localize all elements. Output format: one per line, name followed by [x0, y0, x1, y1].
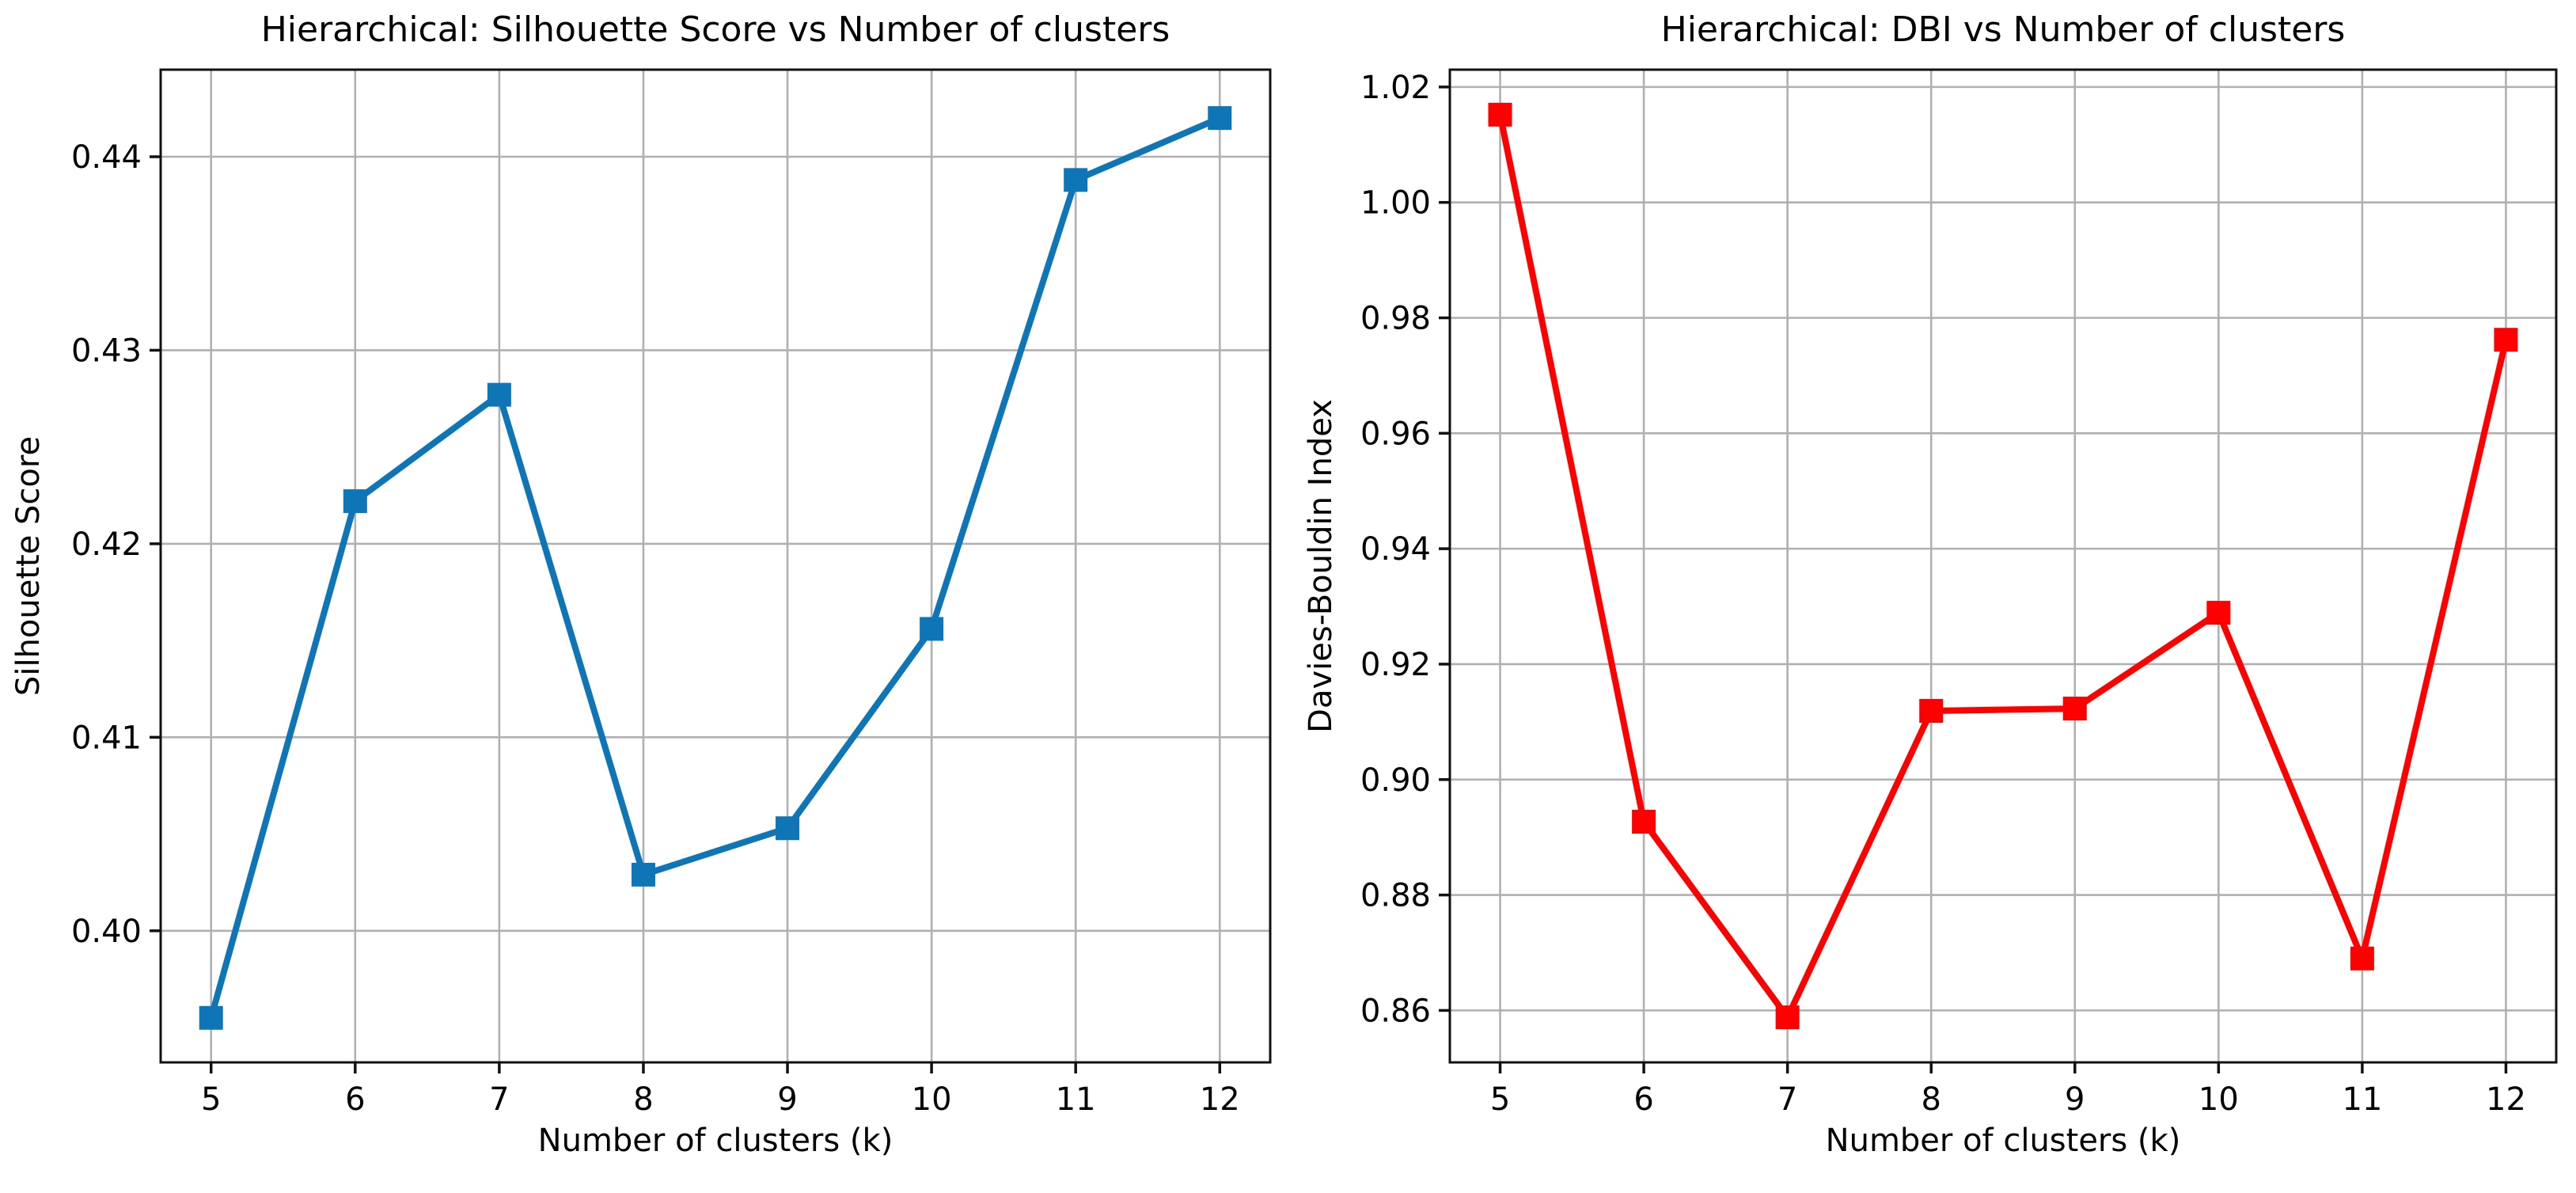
- y-tick-label: 0.94: [1360, 531, 1431, 568]
- plot-border: [1448, 68, 2558, 1064]
- data-point-marker: [2350, 946, 2374, 971]
- x-tick-label: 11: [1056, 1081, 1096, 1118]
- data-point-marker: [1064, 168, 1088, 192]
- y-tick-label: 0.90: [1360, 762, 1431, 799]
- y-tick-label: 0.88: [1360, 878, 1431, 914]
- x-tick-label: 7: [489, 1081, 509, 1118]
- y-axis-ticks: 0.86 0.88 0.90 0.92 0.94 0.96 0.98 1.00 1.02: [1360, 70, 1450, 1029]
- x-tick-label: 5: [201, 1081, 221, 1118]
- data-point-marker: [776, 816, 800, 841]
- data-point-marker: [343, 489, 367, 514]
- y-tick-label: 0.98: [1360, 301, 1431, 337]
- x-tick-label: 9: [2065, 1081, 2085, 1118]
- gridlines: [161, 70, 1270, 1062]
- dbi-plot-area: 5 6 7 8 9 10 11 12 0.86 0.88 0.90 0.92 0.94 0.96 0.98 1…: [1360, 68, 2558, 1118]
- dbi-chart: 5 6 7 8 9 10 11 12 0.86 0.88 0.90 0.92 0.94 0.96 0.98 1…: [1288, 0, 2576, 1193]
- y-tick-label: 0.44: [71, 139, 142, 176]
- x-tick-label: 12: [1200, 1081, 1240, 1118]
- y-tick-label: 0.92: [1360, 647, 1431, 683]
- data-point-marker: [2494, 328, 2518, 352]
- data-point-marker: [1208, 106, 1232, 131]
- silhouette-plot-area: 5 6 7 8 9 10 11 12 0.40 0.41 0.42 0.43 0.44: [71, 68, 1272, 1118]
- y-tick-label: 0.40: [71, 914, 142, 950]
- x-axis-ticks: 5 6 7 8 9 10 11 12: [1490, 1062, 2526, 1118]
- chart-title: Hierarchical: Silhouette Score vs Number…: [260, 9, 1170, 50]
- data-markers: [1488, 102, 2518, 1030]
- x-tick-label: 9: [777, 1081, 797, 1118]
- y-tick-label: 1.02: [1360, 70, 1431, 106]
- x-tick-label: 10: [912, 1081, 952, 1118]
- x-tick-label: 6: [345, 1081, 365, 1118]
- x-tick-label: 11: [2342, 1081, 2382, 1118]
- x-tick-label: 12: [2486, 1081, 2526, 1118]
- chart-title: Hierarchical: DBI vs Number of clusters: [1660, 9, 2346, 50]
- plot-border: [159, 68, 1272, 1064]
- gridlines: [1450, 70, 2556, 1062]
- y-axis-label: Davies-Bouldin Index: [1303, 399, 1339, 733]
- y-axis-ticks: 0.40 0.41 0.42 0.43 0.44: [71, 139, 161, 950]
- x-axis-label: Number of clusters (k): [1825, 1123, 2181, 1159]
- x-tick-label: 8: [633, 1081, 653, 1118]
- x-axis-label: Number of clusters (k): [537, 1123, 893, 1159]
- x-tick-label: 10: [2199, 1081, 2239, 1118]
- data-point-marker: [199, 1005, 223, 1030]
- y-tick-label: 0.96: [1360, 416, 1431, 452]
- data-line: [207, 115, 1224, 1021]
- data-markers: [199, 106, 1232, 1030]
- y-tick-label: 0.42: [71, 526, 142, 563]
- x-tick-label: 8: [1921, 1081, 1941, 1118]
- y-tick-label: 0.86: [1360, 993, 1431, 1029]
- y-tick-label: 0.41: [71, 720, 142, 756]
- x-tick-label: 6: [1633, 1081, 1653, 1118]
- y-tick-label: 0.43: [71, 332, 142, 369]
- y-axis-label: Silhouette Score: [10, 435, 47, 697]
- data-point-marker: [1919, 698, 1944, 723]
- data-point-marker: [1775, 1005, 1800, 1030]
- data-point-marker: [1488, 102, 1512, 127]
- data-point-marker: [487, 382, 511, 407]
- x-tick-label: 5: [1490, 1081, 1510, 1118]
- y-tick-label: 1.00: [1360, 185, 1431, 222]
- data-point-marker: [1632, 809, 1656, 834]
- x-tick-label: 7: [1777, 1081, 1797, 1118]
- silhouette-score-chart: 5 6 7 8 9 10 11 12 0.40 0.41 0.42 0.43 0.44 Hierarch…: [10, 9, 1272, 1159]
- data-line: [1497, 111, 2510, 1021]
- x-axis-ticks: 5 6 7 8 9 10 11 12: [201, 1062, 1240, 1118]
- data-point-marker: [2062, 697, 2087, 721]
- data-point-marker: [631, 862, 655, 887]
- data-point-marker: [920, 617, 944, 641]
- data-point-marker: [2206, 601, 2231, 625]
